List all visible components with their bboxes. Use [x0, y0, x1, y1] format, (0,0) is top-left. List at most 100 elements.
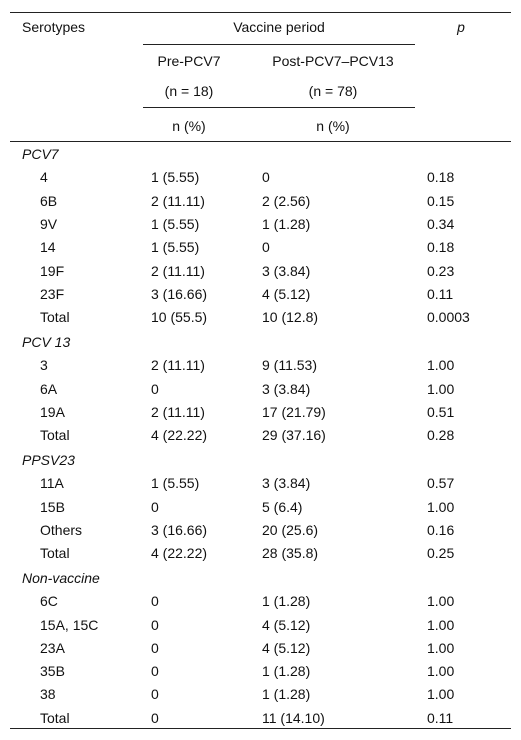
cell: 1 (5.55)	[151, 239, 200, 256]
cell: 23F	[40, 285, 65, 302]
cell: 0.28	[427, 427, 455, 444]
cell: 0.18	[427, 239, 455, 256]
column-header: Post-PCV7–PCV13	[272, 53, 394, 69]
cell: 5 (6.4)	[262, 498, 303, 515]
cell: Total	[40, 545, 70, 562]
cell: 1 (5.55)	[151, 215, 200, 232]
cell: 3 (3.84)	[262, 380, 311, 397]
cell: 0.16	[427, 521, 455, 538]
cell: 0.57	[427, 475, 455, 492]
cell: 0	[151, 663, 159, 680]
cell: 17 (21.79)	[262, 403, 326, 420]
cell: 0.0003	[427, 309, 470, 326]
cell: 11A	[40, 475, 64, 492]
cell: 1.00	[427, 639, 455, 656]
cell: 1 (1.28)	[262, 215, 311, 232]
cell: 0	[262, 239, 270, 256]
cell: 9 (11.53)	[262, 357, 317, 374]
cell: 3	[40, 357, 48, 374]
cell: 1 (1.28)	[262, 663, 311, 680]
cell: 0.11	[427, 709, 454, 726]
cell: 0	[151, 616, 159, 633]
rule	[143, 44, 415, 45]
cell: 9V	[40, 215, 58, 232]
column-unit: n (%)	[316, 118, 350, 134]
cell: 0.34	[427, 215, 455, 232]
cell: 2 (11.11)	[151, 357, 205, 374]
cell: 14	[40, 239, 56, 256]
column-unit: n (%)	[172, 118, 206, 134]
cell: 2 (2.56)	[262, 192, 311, 209]
cell: 23A	[40, 639, 65, 656]
cell: 11 (14.10)	[262, 709, 325, 726]
cell: 19F	[40, 262, 65, 279]
header-cell: p	[457, 19, 465, 35]
cell: 6B	[40, 192, 58, 209]
cell: 0	[151, 498, 159, 515]
rule	[143, 107, 415, 108]
cell: Others	[40, 521, 83, 538]
cell: 20 (25.6)	[262, 521, 319, 538]
cell: Total	[40, 709, 70, 726]
cell: 0.51	[427, 403, 455, 420]
cell: 3 (16.66)	[151, 285, 208, 302]
cell: 0.18	[427, 169, 455, 186]
header-cell: Vaccine period	[233, 19, 325, 35]
cell: 1.00	[427, 380, 455, 397]
rule	[10, 12, 511, 13]
column-header: Pre-PCV7	[157, 53, 221, 69]
cell: 4	[40, 169, 48, 186]
cell: 1.00	[427, 663, 455, 680]
cell: 10 (12.8)	[262, 309, 319, 326]
cell: Total	[40, 427, 70, 444]
cell: 2 (11.11)	[151, 192, 205, 209]
cell: 1 (1.28)	[262, 686, 311, 703]
section-title: PCV7	[22, 146, 59, 162]
cell: 0	[151, 380, 159, 397]
cell: 0	[262, 169, 270, 186]
cell: 4 (22.22)	[151, 427, 208, 444]
cell: 0	[151, 593, 159, 610]
cell: 28 (35.8)	[262, 545, 319, 562]
cell: 4 (5.12)	[262, 285, 311, 302]
column-n: (n = 78)	[308, 83, 358, 99]
cell: 0.25	[427, 545, 455, 562]
cell: 2 (11.11)	[151, 262, 205, 279]
cell: 4 (22.22)	[151, 545, 208, 562]
cell: 0.23	[427, 262, 455, 279]
cell: 0	[151, 709, 159, 726]
cell: 4 (5.12)	[262, 639, 311, 656]
header-cell: Serotypes	[22, 19, 86, 35]
cell: 38	[40, 686, 56, 703]
cell: 15A, 15C	[40, 616, 99, 633]
cell: 0	[151, 639, 159, 656]
cell: 6A	[40, 380, 58, 397]
cell: 1.00	[427, 593, 455, 610]
cell: 15B	[40, 498, 65, 515]
section-title: Non-vaccine	[22, 569, 100, 586]
cell: 1 (5.55)	[151, 475, 200, 492]
column-n: (n = 18)	[164, 83, 214, 99]
cell: 0	[151, 686, 159, 703]
cell: 1.00	[427, 357, 455, 374]
cell: 6C	[40, 593, 58, 610]
cell: 29 (37.16)	[262, 427, 326, 444]
cell: 35B	[40, 663, 65, 680]
cell: 3 (3.84)	[262, 475, 311, 492]
cell: 1.00	[427, 686, 455, 703]
cell: 10 (55.5)	[151, 309, 208, 326]
cell: 0.15	[427, 192, 455, 209]
cell: 3 (16.66)	[151, 521, 208, 538]
cell: Total	[40, 309, 70, 326]
cell: 1.00	[427, 616, 455, 633]
rule	[10, 728, 511, 729]
cell: 3 (3.84)	[262, 262, 311, 279]
cell: 2 (11.11)	[151, 403, 205, 420]
rule	[10, 141, 511, 142]
cell: 1 (5.55)	[151, 169, 200, 186]
cell: 0.11	[427, 285, 454, 302]
cell: 1.00	[427, 498, 455, 515]
cell: 19A	[40, 403, 65, 420]
section-title: PCV 13	[22, 333, 71, 350]
